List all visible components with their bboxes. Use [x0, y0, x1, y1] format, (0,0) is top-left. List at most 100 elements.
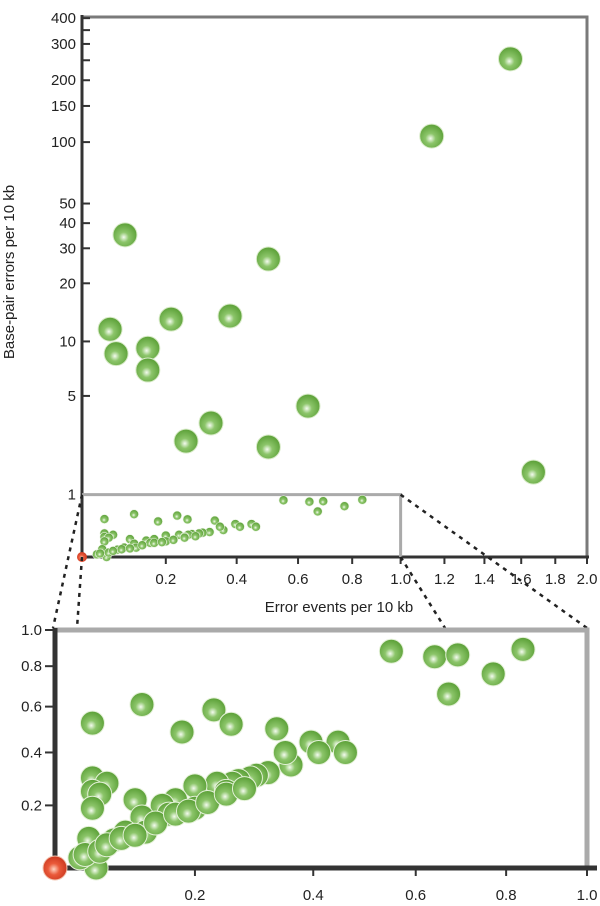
inset-origin-point [42, 855, 68, 881]
data-point [520, 459, 546, 485]
data-point [255, 246, 281, 272]
inset-data-point [129, 691, 155, 717]
zoom-region-point [339, 501, 350, 511]
zoom-region-point [190, 531, 201, 542]
zoom-region-point [182, 514, 193, 525]
inset-data-point [480, 661, 506, 687]
zoom-region-point [116, 544, 127, 555]
zoom-region-point [153, 516, 163, 527]
zoom-region-point [137, 540, 148, 551]
inset-y-tick-label: 0.2 [21, 797, 42, 814]
inset-data-point [79, 710, 105, 736]
data-point [173, 428, 199, 454]
inset-y-tick-label: 1.0 [21, 622, 42, 639]
data-point [135, 335, 161, 361]
y-tick-label: 200 [51, 72, 76, 89]
inset-data-point [201, 697, 227, 723]
y-tick-label: 50 [59, 196, 76, 213]
inset-data-point [264, 716, 290, 742]
main-chart: 1 5 10 20 30 40 50 100 150 200 300 400 0.2 0.4 0.6 0.8 1… [51, 10, 597, 588]
inset-data-point [169, 719, 195, 745]
x-tick-label: 0.2 [155, 571, 176, 588]
y-tick-label: 20 [59, 275, 76, 292]
y-tick-label: 400 [51, 10, 76, 27]
inset-data-point [378, 638, 404, 664]
inset-x-tick-label: 1.0 [577, 887, 598, 904]
x-axis-label: Error events per 10 kb [265, 599, 413, 616]
inset-data-point [422, 644, 448, 670]
y-tick-label: 100 [51, 134, 76, 151]
zoom-region-point [125, 543, 135, 554]
x-tick-label: 0.8 [342, 571, 363, 588]
x-tick-label: 1.0 [390, 571, 411, 588]
data-point [158, 306, 184, 332]
zoom-region-point [129, 509, 139, 519]
zoom-region-point [251, 521, 261, 532]
data-point [103, 341, 129, 367]
x-tick-label: 1.4 [474, 571, 495, 588]
y-tick-label: 1 [68, 487, 76, 504]
y-tick-label: 300 [51, 36, 76, 53]
zoom-connectors [51, 493, 588, 630]
inset-x-tick-label: 0.2 [185, 887, 206, 904]
zoom-region-point [210, 515, 220, 526]
zoom-region-point [278, 495, 289, 506]
plot-frame [82, 15, 589, 557]
zoom-region-point [95, 548, 105, 559]
data-point [198, 410, 224, 436]
y-tick-label: 5 [68, 388, 76, 405]
data-point [419, 123, 445, 149]
inset-y-tick-label: 0.4 [21, 744, 42, 761]
inset-data-point [122, 822, 148, 848]
zoom-region-point [304, 496, 315, 507]
data-point [135, 357, 161, 383]
inset-data-point [306, 739, 332, 765]
y-tick-label: 30 [59, 240, 76, 257]
connector-line [75, 556, 84, 629]
connector-line [399, 493, 588, 630]
x-tick-label: 1.8 [545, 571, 566, 588]
zoom-region-point [172, 510, 182, 521]
data-point [295, 393, 321, 419]
inset-frame [55, 627, 590, 868]
x-tick-label: 0.6 [288, 571, 309, 588]
data-point [217, 303, 243, 329]
zoom-region-point [179, 532, 190, 543]
data-point [97, 316, 123, 342]
y-axis-label: Base-pair errors per 10 kb [1, 185, 18, 359]
zoom-region-point [99, 536, 110, 547]
zoom-region-point [108, 546, 118, 556]
data-point [112, 222, 138, 248]
zoom-region-point [99, 514, 110, 524]
inset-chart: 0.2 0.4 0.6 0.8 1.0 0.2 0.4 0.6 0.8 1.0 [21, 622, 597, 904]
x-tick-label: 0.4 [226, 571, 247, 588]
inset-data-point [79, 795, 105, 821]
data-point [497, 46, 523, 72]
inset-data-point [436, 681, 462, 707]
x-tick-label: 2.0 [577, 571, 598, 588]
inset-data-point [445, 642, 471, 668]
zoom-region-point [318, 496, 329, 507]
inset-data-point [218, 711, 244, 737]
inset-data-point [510, 636, 536, 662]
connector-line [399, 556, 447, 629]
inset-data-point [272, 739, 298, 765]
zoom-region-point [357, 494, 368, 505]
zoom-region-point [215, 521, 225, 532]
inset-x-tick-label: 0.6 [405, 887, 426, 904]
inset-y-tick-label: 0.8 [21, 658, 42, 675]
zoom-region-point [235, 521, 245, 532]
inset-x-tick-label: 0.4 [303, 887, 324, 904]
y-tick-label: 150 [51, 98, 76, 115]
inset-x-tick-label: 0.8 [496, 887, 517, 904]
zoom-region-point [312, 506, 323, 517]
y-tick-label: 10 [59, 333, 76, 350]
connector-line [51, 494, 84, 629]
zoom-region-point [157, 537, 167, 547]
x-tick-label: 1.2 [434, 571, 455, 588]
data-point [255, 434, 281, 460]
inset-data-point [332, 739, 358, 765]
inset-y-tick-label: 0.6 [21, 699, 42, 716]
y-tick-label: 40 [59, 215, 76, 232]
